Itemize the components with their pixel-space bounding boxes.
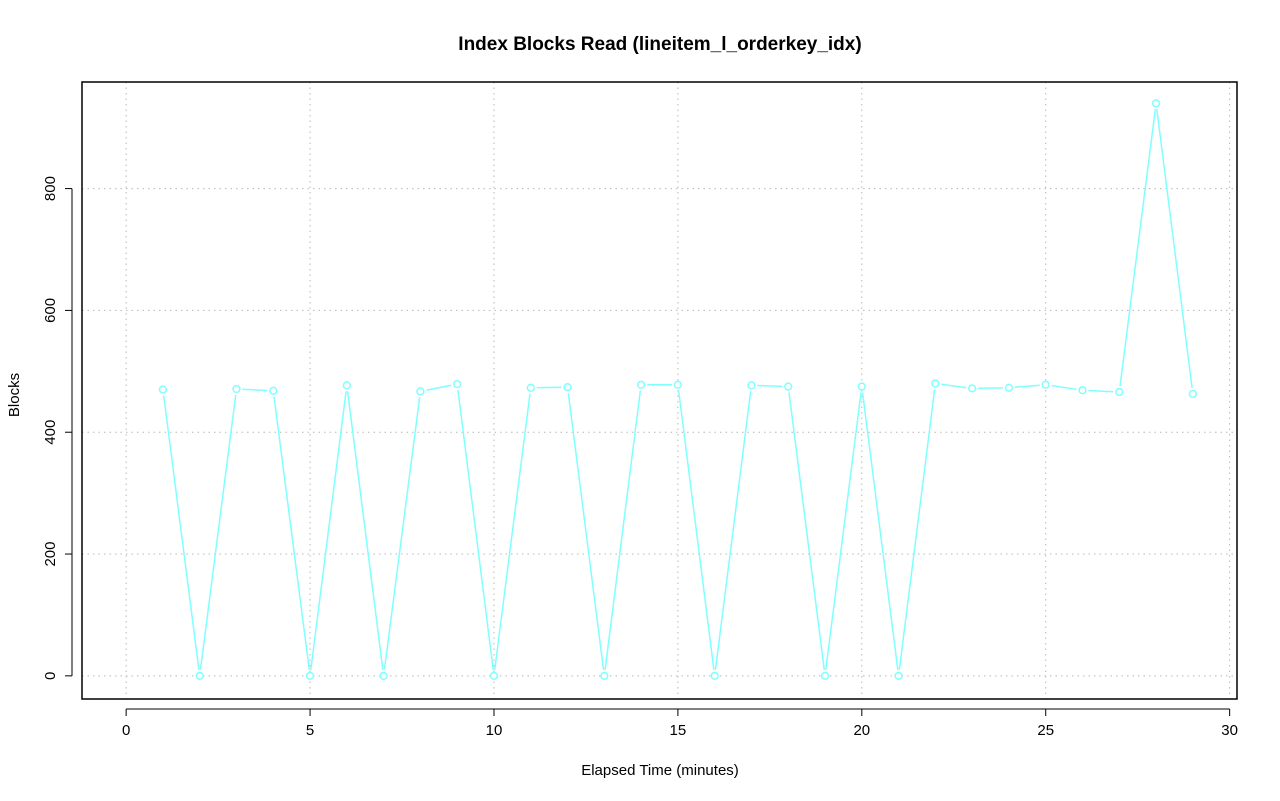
data-point: [1004, 383, 1014, 392]
data-point: [1041, 380, 1050, 389]
y-tick-label: 0: [42, 672, 59, 680]
series-line-segment: [383, 397, 421, 671]
data-point: [931, 379, 940, 388]
data-series: [158, 99, 1198, 681]
series-line-segment: [757, 384, 783, 388]
data-point: [747, 381, 756, 390]
y-axis: 0 200 400 600 800: [42, 176, 73, 680]
data-point: [563, 383, 572, 392]
data-point: [305, 671, 315, 681]
data-point: [673, 380, 683, 389]
data-point: [1151, 99, 1161, 108]
data-point: [857, 382, 866, 391]
data-point: [342, 381, 351, 390]
data-point: [1115, 387, 1124, 397]
data-point: [710, 671, 719, 681]
series-line-segment: [677, 390, 715, 670]
x-tick-label: 5: [306, 722, 314, 739]
data-point: [526, 383, 535, 392]
data-point: [158, 385, 168, 394]
x-tick-label: 10: [486, 722, 503, 739]
series-line-segment: [162, 395, 200, 670]
data-point: [784, 382, 793, 391]
x-tick-label: 15: [670, 722, 687, 739]
series-line-segment: [310, 391, 347, 670]
data-point: [820, 671, 830, 681]
series-line-segment: [346, 391, 384, 670]
series-line-segment: [457, 389, 494, 670]
series-line-segment: [1088, 389, 1114, 393]
data-point: [489, 671, 499, 681]
series-line-segment: [1014, 384, 1040, 389]
series-line-segment: [604, 390, 642, 670]
data-point: [894, 671, 903, 681]
chart-title: Index Blocks Read (lineitem_l_orderkey_i…: [458, 34, 861, 55]
data-point: [269, 386, 278, 395]
y-tick-label: 200: [42, 542, 59, 567]
x-axis-label: Elapsed Time (minutes): [581, 762, 739, 779]
data-point: [416, 387, 425, 396]
y-axis-label: Blocks: [6, 373, 23, 417]
data-point: [1188, 389, 1198, 398]
data-point: [232, 384, 241, 394]
series-line-segment: [788, 392, 826, 670]
series-line-segment: [825, 392, 862, 670]
series-line-segment: [242, 388, 268, 392]
series-line-segment: [426, 384, 452, 391]
series-line-segment: [941, 383, 967, 389]
y-tick-label: 600: [42, 298, 59, 323]
series-line-segment: [898, 389, 936, 670]
series-line-segment: [567, 393, 605, 670]
data-point: [968, 384, 977, 393]
series-line-segment: [493, 393, 531, 670]
data-point: [453, 379, 462, 389]
y-tick-label: 800: [42, 176, 59, 201]
x-tick-label: 0: [122, 722, 130, 739]
data-point: [600, 671, 609, 681]
series-line-segment: [273, 396, 311, 671]
series-line-segment: [199, 394, 237, 670]
x-axis: 0 5 10 15 20 25 30: [122, 708, 1238, 739]
grid-lines: [82, 82, 1237, 699]
series-line-segment: [1156, 109, 1193, 388]
plot-area-frame: [81, 81, 1238, 700]
series-line-segment: [1119, 109, 1157, 387]
y-tick-label: 400: [42, 420, 59, 445]
data-point: [379, 671, 388, 681]
series-line-segment: [861, 392, 899, 670]
series-line-segment: [714, 391, 752, 670]
x-tick-label: 25: [1037, 722, 1054, 739]
x-tick-label: 20: [853, 722, 870, 739]
series-line-segment: [1051, 384, 1077, 391]
data-point: [636, 380, 646, 389]
data-point: [195, 671, 204, 681]
data-point: [1078, 386, 1087, 395]
x-tick-label: 30: [1221, 722, 1238, 739]
